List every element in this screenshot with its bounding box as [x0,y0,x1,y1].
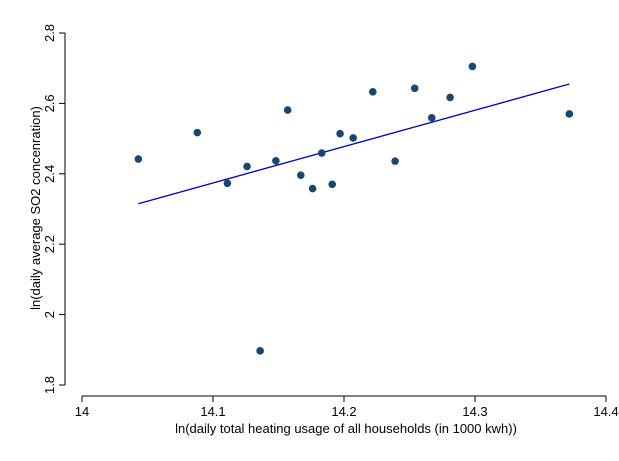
data-point [410,84,419,93]
x-axis-label: ln(daily total heating usage of all hous… [175,421,517,436]
data-point [223,179,232,188]
data-point [391,157,399,165]
axes: 14 14.1 14.2 14.3 14.4 1.8 2 2.2 2.4 2.6 2.8 [42,24,619,419]
fit-line-layer [138,83,570,205]
points-layer [134,62,574,355]
y-tick-label: 2 [42,311,57,318]
data-point [243,162,251,171]
data-point [296,171,305,180]
data-point [468,62,477,71]
data-point [369,87,377,96]
x-tick-label: 14 [75,404,89,419]
y-tick-label: 2.8 [42,24,57,42]
data-point [272,156,280,165]
x-tick-label: 14.4 [593,404,618,419]
y-tick-label: 2.2 [42,235,57,253]
data-point [336,129,344,138]
y-axis-label: ln(daily average SO2 concenration) [28,106,43,310]
data-point [134,155,143,163]
fit-line [138,83,570,205]
data-point [317,149,326,157]
data-point [283,106,292,114]
x-tick-label: 14.2 [331,404,356,419]
x-tick-label: 14.1 [200,404,225,419]
data-point [328,180,337,189]
y-tick-label: 1.8 [42,376,57,394]
data-point [256,347,264,355]
data-point [193,128,202,137]
data-point [308,184,317,193]
data-point [446,93,454,102]
data-point [427,114,436,122]
data-point [349,134,357,142]
y-tick-label: 2.6 [42,94,57,112]
x-tick-label: 14.3 [462,404,487,419]
y-tick-label: 2.4 [42,165,57,183]
data-point [565,110,574,118]
